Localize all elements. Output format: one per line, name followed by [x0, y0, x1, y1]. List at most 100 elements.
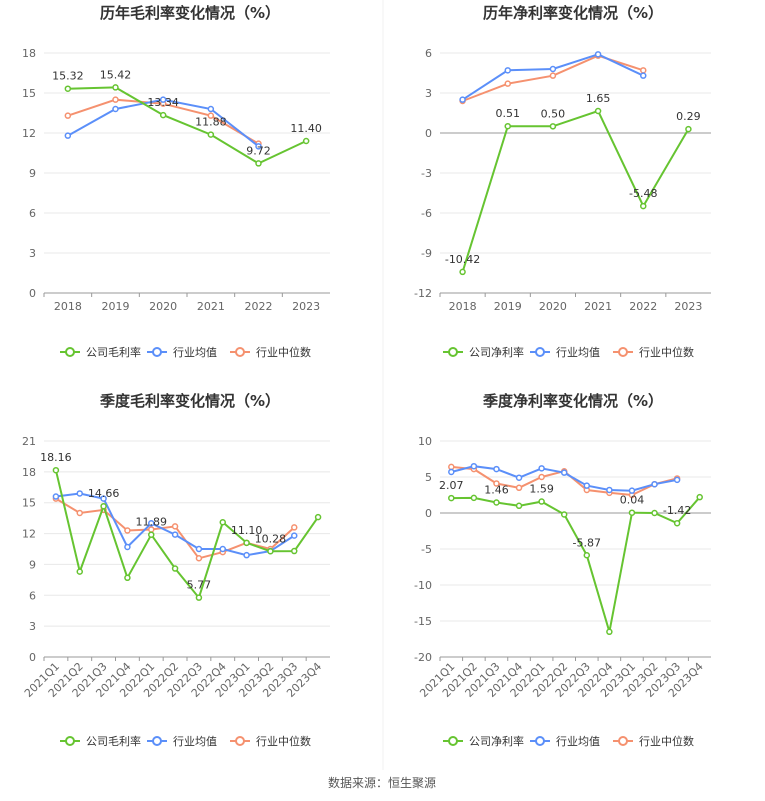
data-point-company[interactable]: [52, 466, 60, 474]
data-point-company[interactable]: [583, 552, 591, 559]
data-point-avg[interactable]: [171, 531, 179, 538]
data-point-company[interactable]: [448, 494, 455, 502]
data-point-avg[interactable]: [207, 105, 215, 113]
data-point-median[interactable]: [493, 480, 500, 487]
data-point-median[interactable]: [538, 473, 545, 481]
legend-item-avg[interactable]: 行业均值: [530, 346, 600, 359]
data-point-company[interactable]: [112, 84, 119, 91]
data-point-median[interactable]: [171, 523, 179, 530]
legend-item-median[interactable]: 行业中位数: [230, 345, 311, 359]
data-point-company[interactable]: [515, 502, 523, 510]
legend-item-avg[interactable]: 行业均值: [147, 735, 217, 748]
data-point-company[interactable]: [549, 123, 557, 130]
data-point-company[interactable]: [459, 268, 466, 276]
data-point-company[interactable]: [255, 160, 262, 167]
data-point-company[interactable]: [673, 519, 681, 527]
data-point-avg[interactable]: [459, 96, 466, 103]
data-point-company[interactable]: [470, 494, 478, 502]
data-point-company[interactable]: [606, 628, 613, 636]
data-point-company[interactable]: [291, 547, 298, 555]
data-point-company[interactable]: [159, 111, 167, 119]
data-point-company[interactable]: [685, 125, 692, 133]
data-point-company[interactable]: [267, 548, 274, 555]
chart-legend: 公司毛利率 行业均值 行业中位数: [60, 345, 311, 359]
data-point-avg[interactable]: [583, 482, 591, 489]
data-point-avg[interactable]: [538, 465, 545, 472]
data-point-median[interactable]: [640, 67, 647, 74]
data-point-company[interactable]: [696, 493, 703, 501]
legend-item-company[interactable]: 公司净利率: [443, 345, 524, 359]
data-point-company[interactable]: [100, 502, 107, 510]
data-point-median[interactable]: [76, 509, 83, 517]
data-point-avg[interactable]: [100, 495, 107, 502]
data-point-avg[interactable]: [628, 487, 636, 494]
legend-item-median[interactable]: 行业中位数: [613, 734, 694, 748]
data-point-avg[interactable]: [52, 493, 60, 500]
data-point-median[interactable]: [291, 524, 298, 531]
data-point-avg[interactable]: [493, 465, 500, 473]
data-point-company[interactable]: [148, 531, 155, 538]
data-point-avg[interactable]: [470, 462, 478, 470]
data-point-company[interactable]: [243, 539, 250, 547]
data-point-avg[interactable]: [640, 72, 647, 79]
data-point-company[interactable]: [594, 107, 602, 115]
data-point-median[interactable]: [549, 72, 557, 79]
legend-item-median[interactable]: 行业中位数: [613, 345, 694, 359]
data-point-company[interactable]: [219, 519, 226, 526]
data-point-avg[interactable]: [560, 469, 568, 476]
data-point-avg[interactable]: [64, 132, 72, 139]
data-point-company[interactable]: [493, 499, 500, 506]
legend-label: 公司毛利率: [86, 345, 141, 359]
data-point-company[interactable]: [76, 568, 83, 575]
data-point-avg[interactable]: [549, 65, 557, 73]
data-point-company[interactable]: [124, 574, 131, 582]
data-point-company[interactable]: [628, 509, 636, 516]
data-point-company[interactable]: [314, 513, 322, 521]
data-point-avg[interactable]: [76, 490, 83, 497]
data-point-avg[interactable]: [594, 51, 602, 58]
legend-item-company[interactable]: 公司毛利率: [60, 734, 141, 748]
data-point-avg[interactable]: [651, 480, 658, 488]
data-point-median[interactable]: [207, 112, 215, 119]
data-point-avg[interactable]: [291, 532, 298, 539]
y-tick-label: -20: [414, 651, 432, 664]
legend-item-company[interactable]: 公司毛利率: [60, 345, 141, 359]
data-point-median[interactable]: [195, 555, 203, 562]
legend-item-avg[interactable]: 行业均值: [530, 735, 600, 748]
legend-item-avg[interactable]: 行业均值: [147, 346, 217, 359]
data-point-avg[interactable]: [219, 545, 226, 553]
data-point-avg[interactable]: [255, 143, 262, 150]
data-point-avg[interactable]: [515, 474, 523, 481]
data-point-median[interactable]: [112, 96, 119, 103]
data-point-avg[interactable]: [448, 468, 455, 476]
data-point-company[interactable]: [640, 202, 647, 210]
data-point-median[interactable]: [64, 112, 72, 119]
data-point-avg[interactable]: [112, 105, 119, 113]
legend-item-company[interactable]: 公司净利率: [443, 734, 524, 748]
chart-title: 历年净利率变化情况（%）: [483, 4, 663, 22]
data-point-avg[interactable]: [159, 96, 167, 103]
data-point-company[interactable]: [195, 594, 203, 601]
legend-item-median[interactable]: 行业中位数: [230, 734, 311, 748]
data-point-median[interactable]: [515, 484, 523, 492]
data-point-company[interactable]: [504, 122, 511, 130]
data-point-company[interactable]: [171, 565, 179, 572]
data-point-avg[interactable]: [124, 543, 131, 551]
data-label: -5.87: [573, 536, 601, 549]
data-point-median[interactable]: [504, 80, 511, 87]
data-point-median[interactable]: [124, 527, 131, 534]
data-point-company[interactable]: [651, 509, 658, 517]
data-point-avg[interactable]: [243, 551, 250, 559]
data-point-avg[interactable]: [195, 545, 203, 553]
data-point-median[interactable]: [448, 463, 455, 471]
data-point-avg[interactable]: [606, 486, 613, 494]
data-point-company[interactable]: [302, 137, 310, 145]
data-point-avg[interactable]: [673, 476, 681, 484]
data-point-company[interactable]: [64, 85, 72, 92]
data-point-company[interactable]: [207, 131, 215, 138]
x-tick-label: 2018: [54, 300, 82, 313]
data-point-company[interactable]: [560, 511, 568, 518]
data-point-company[interactable]: [538, 498, 545, 505]
data-point-avg[interactable]: [148, 520, 155, 527]
data-point-avg[interactable]: [504, 67, 511, 74]
